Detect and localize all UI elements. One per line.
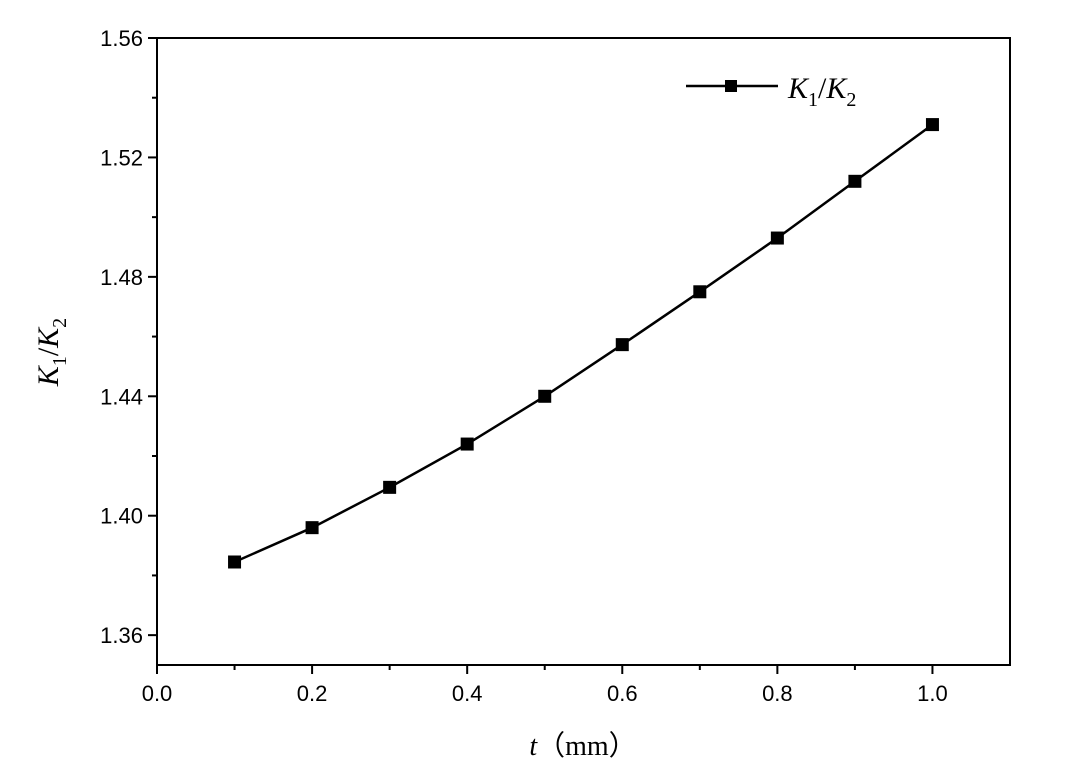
- x-tick-label: 1.0: [917, 681, 948, 706]
- data-point-marker: [305, 521, 319, 535]
- x-tick-label: 0.4: [452, 681, 483, 706]
- data-point-marker: [538, 389, 552, 403]
- y-tick-label: 1.36: [100, 623, 143, 648]
- series-line-k1-k2: [233, 123, 934, 564]
- series-markers: [228, 118, 939, 569]
- y-axis: 1.36 1.40 1.44 1.48 1.52 1.56: [100, 26, 157, 648]
- data-point-marker: [460, 437, 474, 451]
- data-point-marker: [383, 480, 397, 494]
- y-tick-label: 1.40: [100, 504, 143, 529]
- y-tick-label: 1.48: [100, 265, 143, 290]
- data-point-marker: [693, 285, 707, 299]
- legend: K1/K2: [686, 72, 856, 111]
- x-tick-label: 0.0: [142, 681, 173, 706]
- y-tick-label: 1.52: [100, 145, 143, 170]
- data-point-marker: [770, 231, 784, 245]
- x-tick-label: 0.6: [607, 681, 638, 706]
- y-tick-label: 1.56: [100, 26, 143, 51]
- x-axis: 0.0 0.2 0.4 0.6 0.8 1.0: [142, 665, 948, 706]
- data-point-marker: [228, 555, 242, 569]
- data-point-marker: [615, 338, 629, 352]
- x-axis-title: t（mm）: [529, 730, 636, 762]
- y-axis-title: K1/K2: [32, 318, 71, 387]
- data-point-marker: [925, 118, 939, 132]
- legend-marker: [725, 80, 737, 92]
- x-tick-label: 0.2: [297, 681, 328, 706]
- y-tick-label: 1.44: [100, 384, 143, 409]
- x-tick-label: 0.8: [762, 681, 793, 706]
- data-point-marker: [848, 174, 862, 188]
- plot-frame: [156, 37, 1011, 666]
- legend-label: K1/K2: [787, 72, 856, 111]
